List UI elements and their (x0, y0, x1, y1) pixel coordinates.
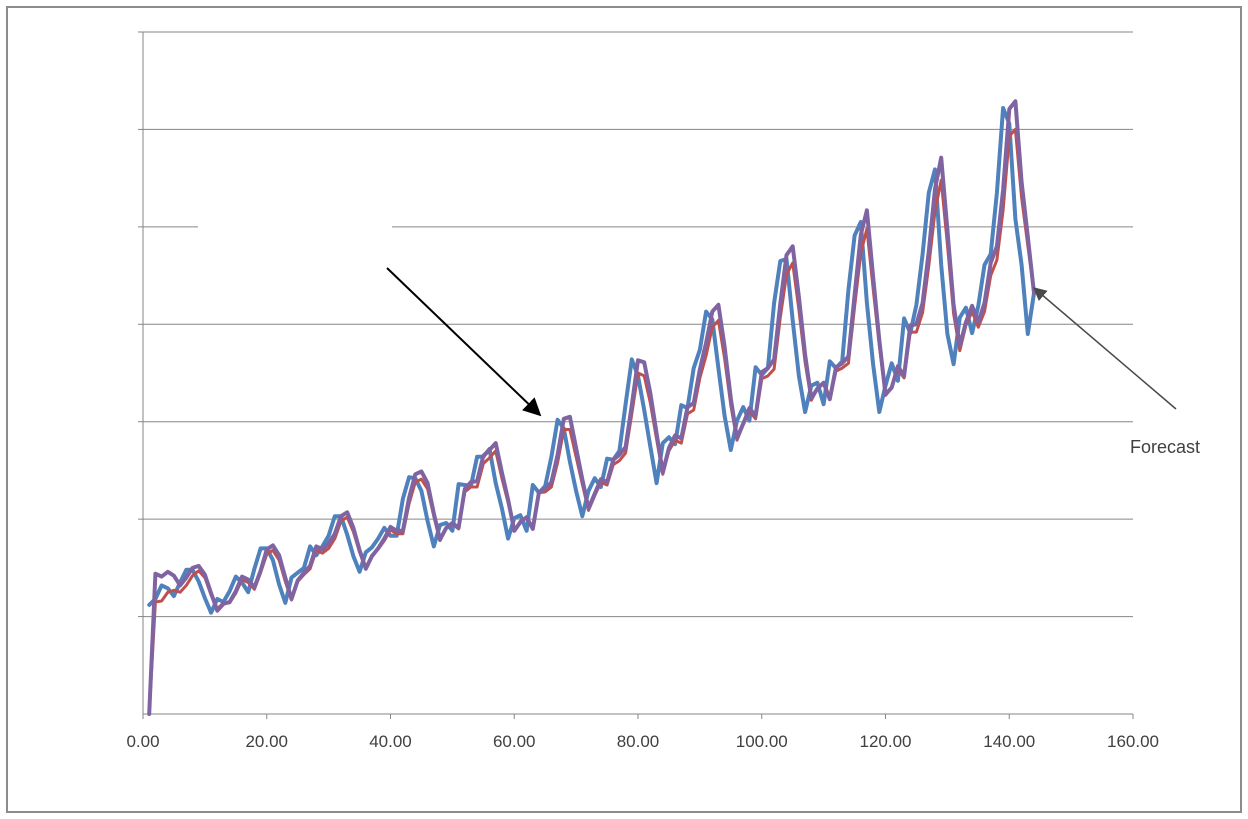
forecast-label: Forecast (1130, 437, 1200, 457)
x-tick-label-4: 80.00 (617, 732, 660, 751)
axes (138, 31, 1134, 719)
x-tick-label-5: 100.00 (736, 732, 788, 751)
x-tick-label-6: 120.00 (860, 732, 912, 751)
x-tick-label-8: 160.00 (1107, 732, 1159, 751)
gridline-mask (198, 218, 392, 232)
series-line-1 (147, 106, 1036, 615)
forecast-arrow (1032, 287, 1177, 410)
x-tick-labels: 0.00 20.00 40.00 60.00 80.00 100.00 120.00 140.… (126, 732, 1159, 751)
series-lines (147, 99, 1036, 716)
x-tick-label-7: 140.00 (983, 732, 1035, 751)
x-tick-label-0: 0.00 (126, 732, 159, 751)
x-tick-label-1: 20.00 (245, 732, 288, 751)
chart-frame: 0.00 20.00 40.00 60.00 80.00 100.00 120.00 140.… (6, 6, 1242, 813)
series-line-3 (147, 99, 1036, 716)
x-tick-label-3: 60.00 (493, 732, 536, 751)
gridlines (143, 31, 1133, 618)
x-tick-label-2: 40.00 (369, 732, 412, 751)
pointer-arrow (386, 267, 542, 417)
line-chart: 0.00 20.00 40.00 60.00 80.00 100.00 120.00 140.… (126, 31, 1200, 751)
